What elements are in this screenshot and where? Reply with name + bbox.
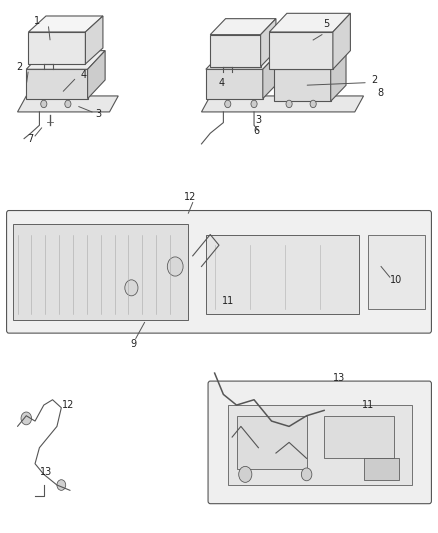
Polygon shape (261, 19, 276, 67)
Text: 12: 12 (184, 192, 197, 202)
Text: 5: 5 (323, 19, 329, 29)
Polygon shape (28, 32, 85, 64)
Text: 13: 13 (333, 374, 346, 383)
Bar (228, 405, 412, 485)
Polygon shape (333, 13, 350, 69)
Bar (364, 458, 399, 480)
FancyBboxPatch shape (7, 211, 431, 333)
Text: 4: 4 (80, 70, 86, 79)
Text: 11: 11 (362, 400, 374, 410)
Text: 2: 2 (371, 75, 378, 85)
Polygon shape (269, 32, 333, 69)
Polygon shape (28, 16, 103, 32)
Polygon shape (274, 53, 346, 69)
Polygon shape (263, 53, 278, 99)
Polygon shape (210, 19, 276, 35)
Circle shape (41, 100, 47, 108)
Bar (237, 416, 307, 469)
Polygon shape (85, 16, 103, 64)
Text: 7: 7 (28, 134, 34, 143)
Circle shape (286, 100, 292, 108)
Polygon shape (206, 53, 278, 69)
Polygon shape (26, 69, 88, 99)
Text: 2: 2 (17, 62, 23, 71)
Polygon shape (26, 51, 105, 69)
Circle shape (251, 100, 257, 108)
Polygon shape (88, 51, 105, 99)
Polygon shape (201, 96, 364, 112)
Text: 3: 3 (95, 109, 102, 118)
Circle shape (310, 100, 316, 108)
Text: 13: 13 (40, 467, 52, 477)
Text: 6: 6 (253, 126, 259, 135)
Bar (368, 235, 425, 309)
Bar (13, 224, 188, 320)
Polygon shape (274, 69, 331, 101)
Circle shape (57, 480, 66, 490)
Text: 8: 8 (377, 88, 383, 98)
Bar (324, 416, 394, 458)
Circle shape (301, 468, 312, 481)
Text: 1: 1 (34, 17, 40, 26)
Polygon shape (331, 53, 346, 101)
Circle shape (65, 100, 71, 108)
Circle shape (125, 280, 138, 296)
Polygon shape (210, 35, 261, 67)
Circle shape (239, 466, 252, 482)
Circle shape (225, 100, 231, 108)
FancyBboxPatch shape (208, 381, 431, 504)
Circle shape (167, 257, 183, 276)
Text: 12: 12 (62, 400, 74, 410)
Polygon shape (269, 13, 350, 32)
Polygon shape (18, 96, 118, 112)
Circle shape (21, 412, 32, 425)
Text: 3: 3 (255, 115, 261, 125)
Text: 4: 4 (218, 78, 224, 87)
Text: 11: 11 (222, 296, 234, 306)
Polygon shape (206, 69, 263, 99)
Text: 9: 9 (131, 339, 137, 349)
Text: 10: 10 (390, 275, 403, 285)
Bar (206, 235, 359, 314)
